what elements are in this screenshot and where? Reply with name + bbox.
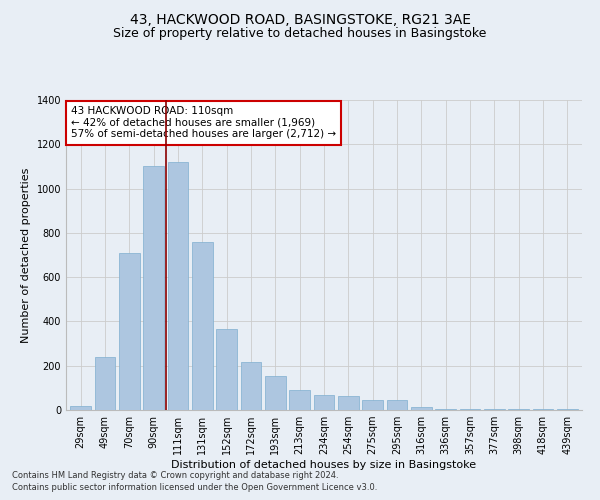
Bar bbox=[119, 253, 140, 410]
Bar bbox=[216, 329, 237, 410]
Text: Contains HM Land Registry data © Crown copyright and database right 2024.: Contains HM Land Registry data © Crown c… bbox=[12, 471, 338, 480]
Bar bbox=[436, 409, 456, 410]
Bar bbox=[143, 166, 164, 410]
Bar bbox=[265, 376, 286, 410]
Bar bbox=[167, 162, 188, 410]
Bar bbox=[386, 400, 407, 410]
Bar bbox=[241, 362, 262, 410]
Bar bbox=[411, 406, 432, 410]
Text: Size of property relative to detached houses in Basingstoke: Size of property relative to detached ho… bbox=[113, 28, 487, 40]
X-axis label: Distribution of detached houses by size in Basingstoke: Distribution of detached houses by size … bbox=[172, 460, 476, 470]
Bar bbox=[362, 400, 383, 410]
Text: 43 HACKWOOD ROAD: 110sqm
← 42% of detached houses are smaller (1,969)
57% of sem: 43 HACKWOOD ROAD: 110sqm ← 42% of detach… bbox=[71, 106, 336, 140]
Text: 43, HACKWOOD ROAD, BASINGSTOKE, RG21 3AE: 43, HACKWOOD ROAD, BASINGSTOKE, RG21 3AE bbox=[130, 12, 470, 26]
Y-axis label: Number of detached properties: Number of detached properties bbox=[21, 168, 31, 342]
Text: Contains public sector information licensed under the Open Government Licence v3: Contains public sector information licen… bbox=[12, 484, 377, 492]
Bar bbox=[289, 390, 310, 410]
Bar bbox=[314, 394, 334, 410]
Bar bbox=[192, 242, 212, 410]
Bar bbox=[338, 396, 359, 410]
Bar bbox=[95, 357, 115, 410]
Bar bbox=[70, 406, 91, 410]
